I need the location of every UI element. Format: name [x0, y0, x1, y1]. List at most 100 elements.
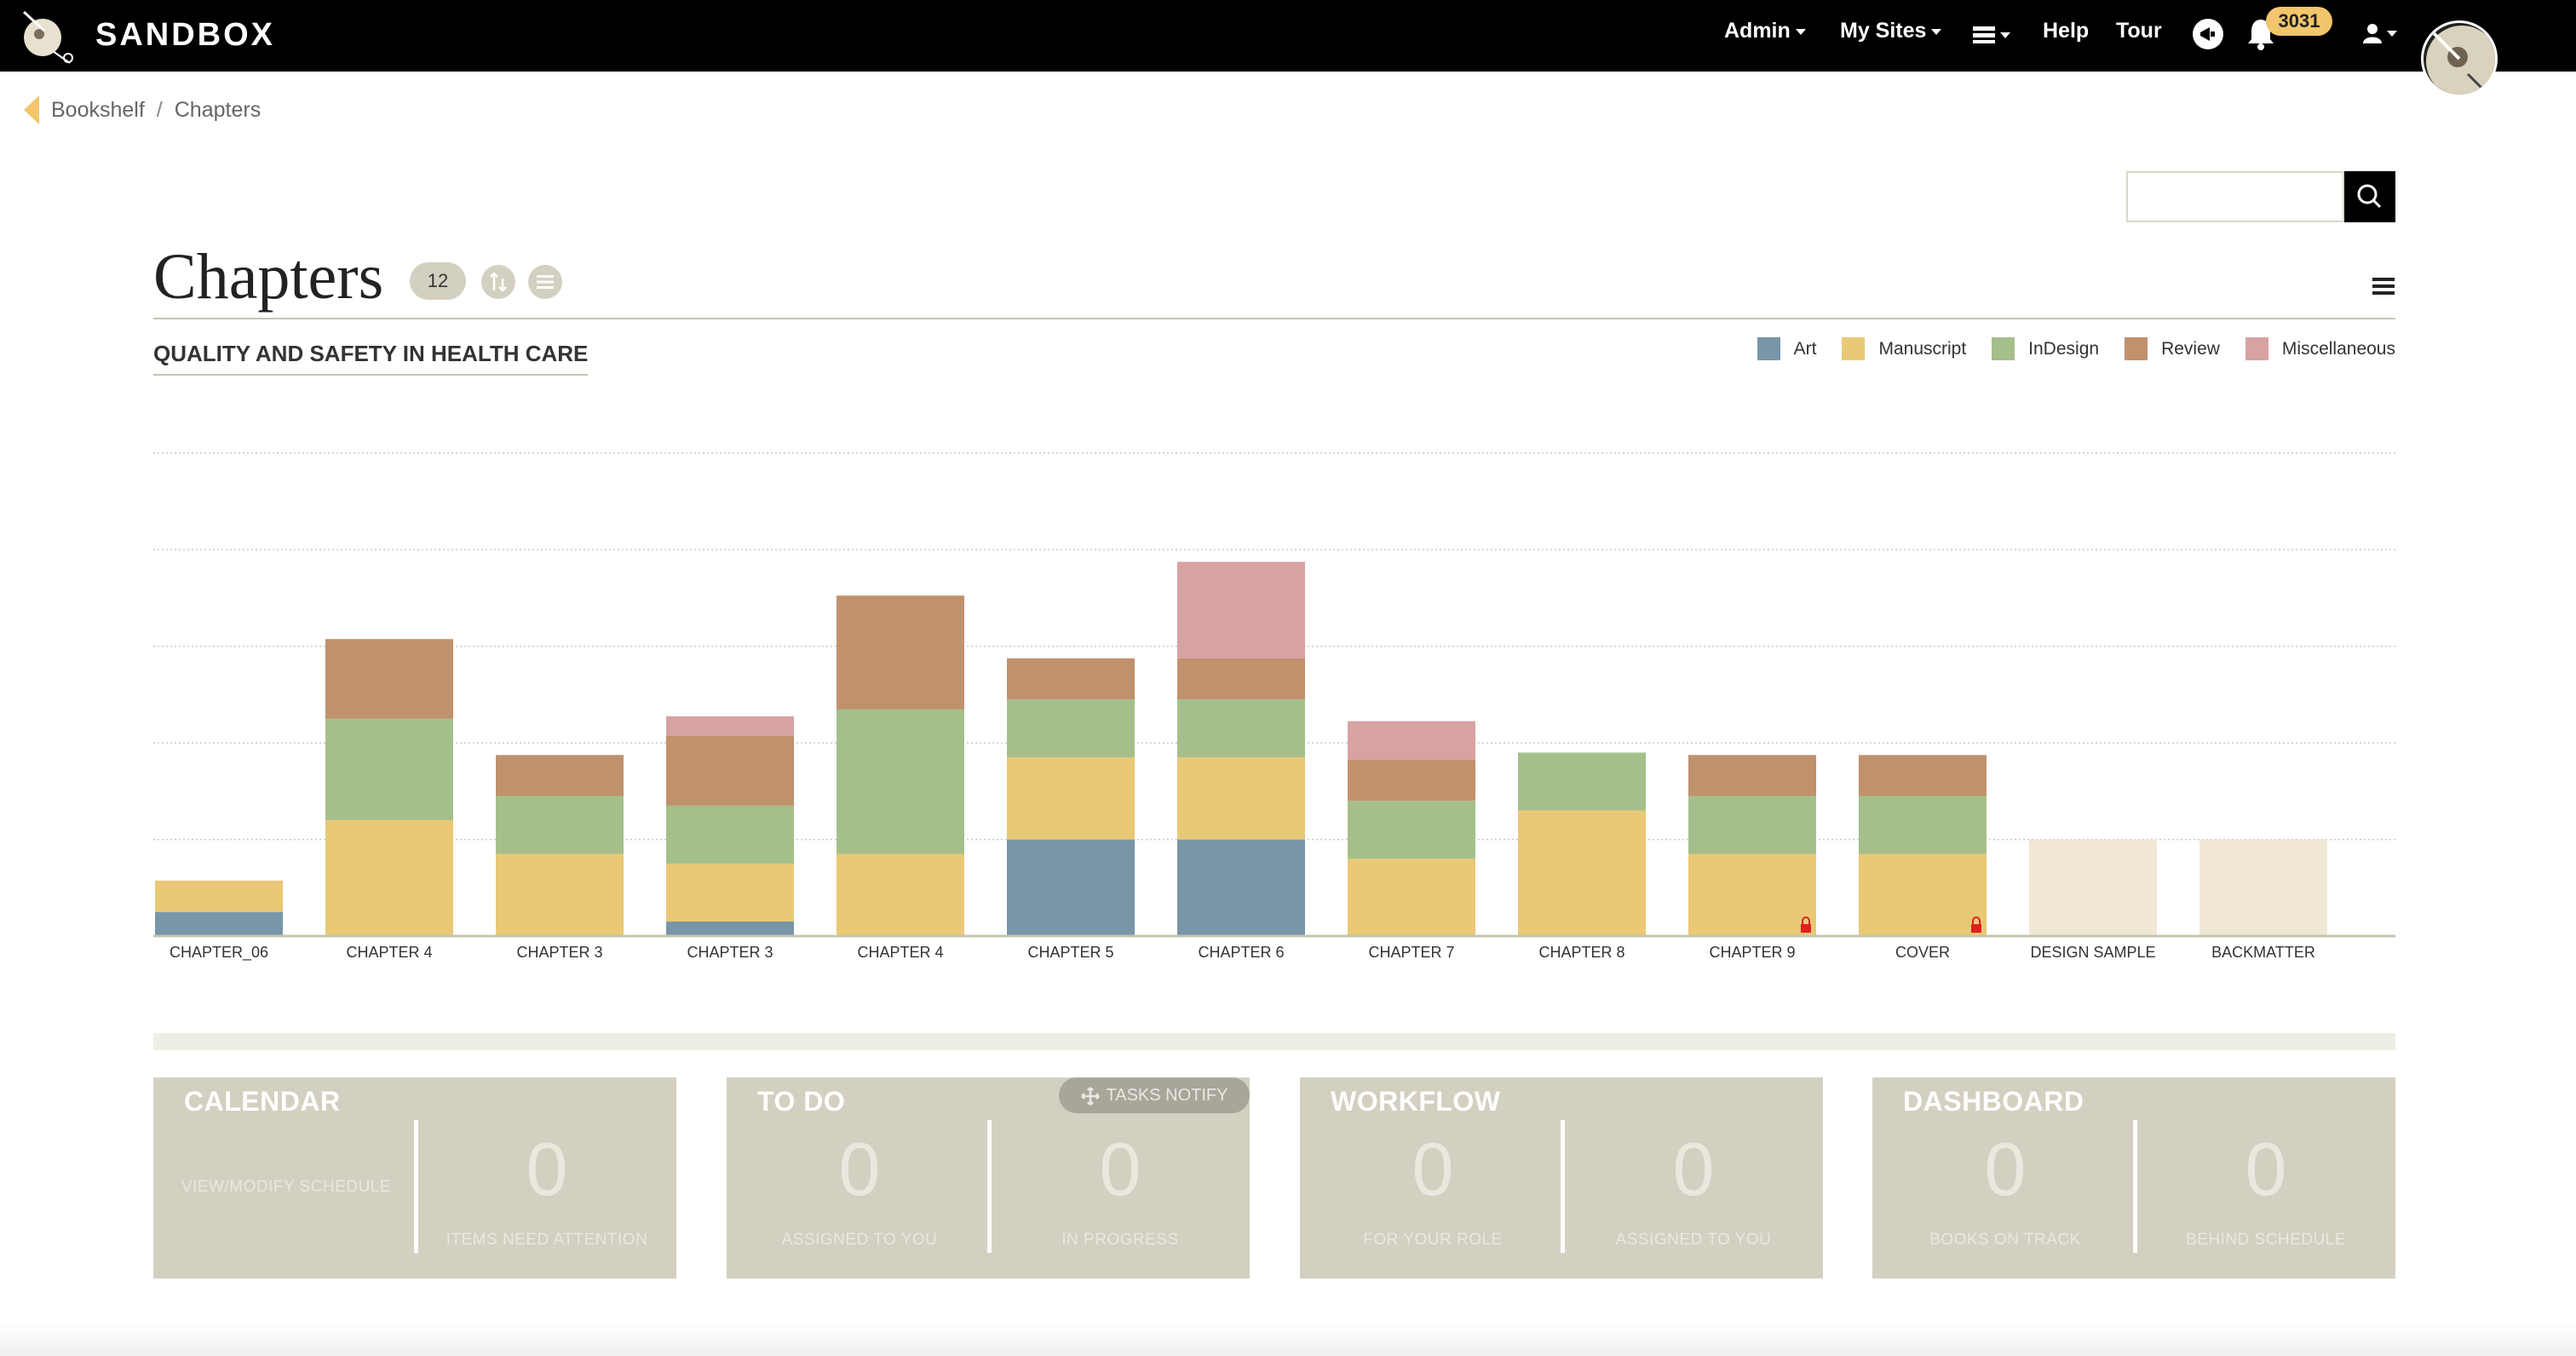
- bar-segment: [666, 716, 794, 736]
- bar-segment: [1348, 859, 1475, 936]
- page-bottom-shade: [0, 1322, 2576, 1356]
- bar-segment: [1688, 755, 1816, 796]
- bar-segment: [1348, 760, 1475, 802]
- breadcrumb-bookshelf[interactable]: Bookshelf: [51, 97, 145, 122]
- calendar-view-schedule-label[interactable]: VIEW/MODIFY SCHEDULE: [181, 1178, 392, 1196]
- book-title[interactable]: QUALITY AND SAFETY IN HEALTH CARE: [153, 341, 589, 376]
- stat-value: 0: [1412, 1127, 1454, 1211]
- lock-icon: [1802, 916, 1810, 924]
- bar-segment: [1177, 561, 1305, 658]
- legend-swatch: [2245, 337, 2268, 360]
- card-divider: [1561, 1120, 1565, 1253]
- sort-icon: [490, 272, 507, 292]
- dashboard-behind-stat[interactable]: 0 BEHIND SCHEDULE: [2138, 1132, 2394, 1250]
- search-icon: [2357, 184, 2382, 209]
- bar-segment: [666, 921, 794, 936]
- bar-segment: [666, 863, 794, 922]
- stat-label: ASSIGNED TO YOU: [781, 1231, 938, 1249]
- search-button[interactable]: [2344, 171, 2395, 222]
- workflow-card[interactable]: WORKFLOW 0 FOR YOUR ROLE 0 ASSIGNED TO Y…: [1300, 1077, 1823, 1278]
- chevron-down-icon: [2387, 30, 2397, 37]
- stat-value: 0: [1984, 1127, 2027, 1211]
- stat-label: ASSIGNED TO YOU: [1615, 1231, 1772, 1249]
- search-input[interactable]: [2126, 171, 2344, 222]
- title-divider: [153, 318, 2395, 319]
- workflow-assigned-stat[interactable]: 0 ASSIGNED TO YOU: [1566, 1132, 1821, 1250]
- stat-value: 0: [1099, 1127, 1141, 1211]
- bar-segment: [1177, 658, 1305, 700]
- tasks-notify-button[interactable]: TASKS NOTIFY: [1059, 1077, 1250, 1113]
- brand-name[interactable]: SANDBOX: [95, 17, 276, 53]
- stat-value: 0: [1672, 1127, 1715, 1211]
- stat-value: 0: [526, 1127, 568, 1211]
- bar-segment: [837, 709, 964, 854]
- breadcrumb-chapters[interactable]: Chapters: [174, 97, 262, 122]
- avatar[interactable]: [2421, 20, 2498, 97]
- x-axis-tick-label: CHAPTER 5: [1027, 944, 1113, 961]
- page-title: Chapters: [153, 241, 384, 313]
- bar-segment: [1859, 755, 1987, 796]
- x-axis-tick-label: CHAPTER_06: [170, 944, 268, 962]
- legend-swatch: [1757, 337, 1780, 360]
- todo-assigned-stat[interactable]: 0 ASSIGNED TO YOU: [732, 1132, 987, 1250]
- todo-in-progress-stat[interactable]: 0 IN PROGRESS: [992, 1132, 1248, 1250]
- list-toggle-button[interactable]: [528, 265, 562, 299]
- bar-segment: [496, 796, 624, 854]
- stat-label: FOR YOUR ROLE: [1363, 1231, 1503, 1249]
- tour-link[interactable]: Tour: [2116, 19, 2162, 43]
- card-divider: [2133, 1120, 2137, 1253]
- bar-segment: [1688, 796, 1816, 854]
- dashboard-card-title: DASHBOARD: [1903, 1086, 2084, 1117]
- dashboard-on-track-stat[interactable]: 0 BOOKS ON TRACK: [1877, 1132, 2133, 1250]
- my-sites-menu[interactable]: My Sites: [1840, 19, 1942, 43]
- bar-segment: [837, 595, 964, 710]
- bar-segment: [496, 755, 624, 796]
- dashboard-card[interactable]: DASHBOARD 0 BOOKS ON TRACK 0 BEHIND SCHE…: [1872, 1077, 2395, 1278]
- bar-segment: [1007, 757, 1135, 840]
- chart-legend: Art Manuscript InDesign Review Miscellan…: [1732, 337, 2395, 360]
- legend-item-miscellaneous[interactable]: Miscellaneous: [2245, 337, 2395, 360]
- legend-item-indesign[interactable]: InDesign: [1992, 337, 2099, 360]
- x-axis-tick-label: CHAPTER 6: [1198, 944, 1284, 961]
- announcement-icon[interactable]: [2193, 19, 2223, 49]
- x-axis-tick-label: CHAPTER 4: [857, 944, 943, 961]
- back-arrow-icon[interactable]: [24, 95, 39, 124]
- card-divider: [414, 1120, 418, 1253]
- bar-segment: [1007, 839, 1135, 936]
- breadcrumb-separator: /: [156, 97, 163, 122]
- x-axis-tick-label: CHAPTER 3: [516, 944, 602, 961]
- legend-swatch: [2125, 337, 2148, 360]
- bar-segment: [1177, 699, 1305, 758]
- top-navbar: SANDBOX Admin My Sites Help Tour 3031: [0, 0, 2576, 72]
- my-sites-menu-label: My Sites: [1840, 19, 1927, 43]
- lock-icon: [1972, 916, 1981, 924]
- sort-button[interactable]: [481, 265, 515, 299]
- bar-segment: [1177, 839, 1305, 936]
- logo-icon[interactable]: [19, 9, 80, 65]
- workflow-card-title: WORKFLOW: [1331, 1086, 1501, 1117]
- calendar-card[interactable]: CALENDAR VIEW/MODIFY SCHEDULE 0 ITEMS NE…: [153, 1077, 676, 1278]
- bar-segment: [1859, 796, 1987, 854]
- legend-item-review[interactable]: Review: [2125, 337, 2220, 360]
- chapter-count-badge: 12: [410, 262, 466, 300]
- bar-placeholder: [2199, 839, 2327, 936]
- todo-card[interactable]: TO DO 0 ASSIGNED TO YOU 0 IN PROGRESS: [727, 1077, 1250, 1278]
- workflow-role-stat[interactable]: 0 FOR YOUR ROLE: [1305, 1132, 1561, 1250]
- calendar-attention-stat[interactable]: 0 ITEMS NEED ATTENTION: [419, 1132, 675, 1250]
- legend-item-manuscript[interactable]: Manuscript: [1842, 337, 1966, 360]
- bar-segment: [325, 718, 453, 820]
- view-list-menu[interactable]: [1973, 22, 2010, 47]
- bar-segment: [666, 805, 794, 864]
- help-link[interactable]: Help: [2043, 19, 2090, 43]
- user-menu[interactable]: [2363, 20, 2397, 45]
- stat-label: ITEMS NEED ATTENTION: [446, 1231, 648, 1249]
- legend-label: Manuscript: [1878, 338, 1967, 359]
- legend-item-art[interactable]: Art: [1757, 337, 1816, 360]
- bar-segment: [1518, 752, 1646, 811]
- todo-card-title: TO DO: [757, 1086, 846, 1117]
- hamburger-menu-icon[interactable]: [2372, 278, 2395, 295]
- admin-menu[interactable]: Admin: [1724, 19, 1806, 43]
- bar-segment: [1007, 699, 1135, 758]
- bar-segment: [1007, 658, 1135, 700]
- notification-count-badge[interactable]: 3031: [2266, 7, 2332, 36]
